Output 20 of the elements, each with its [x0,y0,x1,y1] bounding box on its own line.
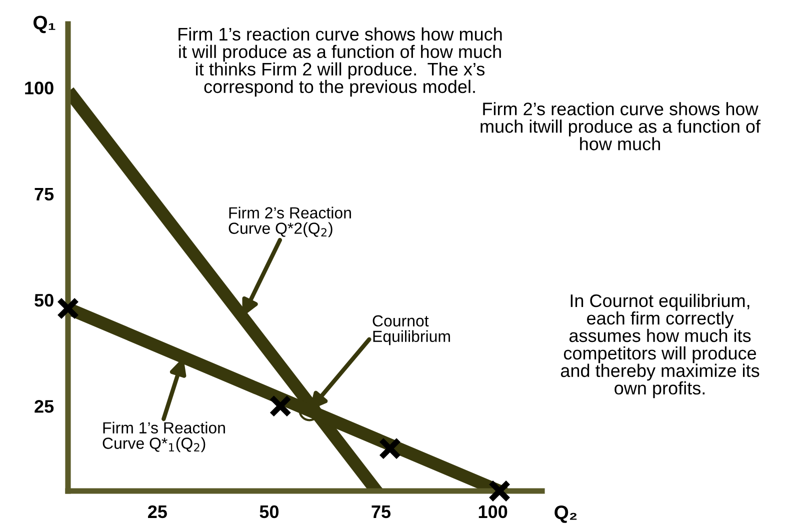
y-tick-label: 25 [34,400,54,413]
point [488,480,511,502]
y-tick-label: 50 [34,294,54,307]
text: In Cournot equilibrium, each firm correctly assumes how much its competitors will produce and thereby maximize its own profits. [560,294,760,398]
x-tick-label: 100 [478,505,508,518]
x-axis-title: Q₂ [554,506,577,523]
x-tick-label: 25 [148,505,167,518]
y-axis-title: Q₁ [34,16,56,34]
x-tick-label: 75 [372,506,391,518]
annotation: Firm 1’s Reaction Curve Q*$_{1}$(Q$_{2}$) [102,422,225,452]
point [56,297,80,320]
annotation: Cournot Equilibrium [372,315,450,346]
x-tick-label: 50 [260,505,279,518]
annotation: Firm 1’s reaction curve shows how much it will produce as a function of how much it thinks Firm 2 will produce. The x’s correspond to the previous model. [178,27,502,97]
annotation: Firm 2’s Reaction Curve Q*2(Q$_{2}$) [228,206,351,238]
y-tick-label: 75 [34,188,54,201]
point [269,394,292,418]
y-tick-label: 100 [25,82,54,94]
point [378,437,402,460]
annotation: Firm 2’s reaction curve shows how much itwill produce as a function of how much [480,102,761,150]
